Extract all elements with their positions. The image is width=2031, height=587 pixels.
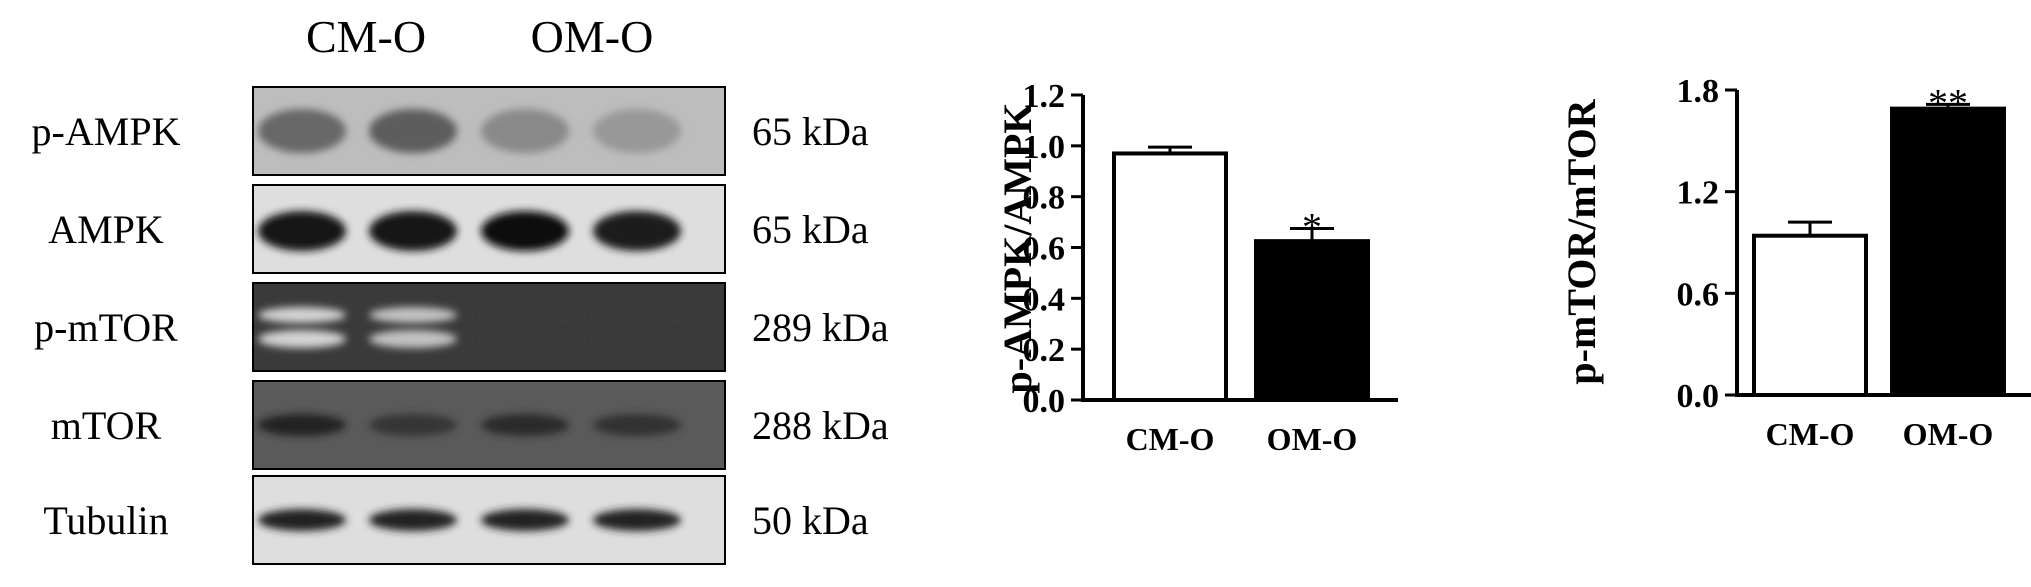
blot-row-p-mtor: p-mTOR 289 kDa (34, 282, 889, 372)
y-tick-label: 0.6 (1023, 231, 1066, 268)
y-axis-label: p-mTOR/mTOR (1559, 98, 1604, 384)
blot-band (369, 307, 457, 323)
blot-row-size: 65 kDa (752, 109, 869, 154)
y-tick-label: 0.6 (1677, 276, 1720, 313)
blot-row-label: AMPK (48, 207, 164, 252)
blot-band (481, 509, 569, 531)
blot-row-tubulin: Tubulin 50 kDa (43, 475, 869, 565)
blot-row-label: p-AMPK (32, 109, 181, 154)
y-tick-label: 1.2 (1023, 78, 1066, 115)
x-tick-label: CM-O (1766, 416, 1855, 452)
blot-band (481, 211, 569, 251)
p-ampk-ampk-bar-chart: CM-O * OM-O 0.0 0.2 0.4 0.6 0.8 1.0 1.2p-AMPK/AMP… (995, 78, 1398, 457)
blot-band (369, 509, 457, 531)
blot-band (258, 414, 346, 436)
blot-row-p-ampk: p-AMPK 65 kDa (32, 86, 869, 176)
blot-row-size: 50 kDa (752, 498, 869, 543)
blot-row-size: 289 kDa (752, 305, 889, 350)
blot-row-label: Tubulin (43, 498, 168, 543)
blot-row-mtor: mTOR 288 kDa (51, 380, 889, 470)
y-tick-label: 1.0 (1023, 129, 1066, 166)
blot-band (369, 414, 457, 436)
blot-band (593, 330, 681, 348)
y-tick-label: 1.2 (1677, 175, 1720, 212)
y-axis-label: p-AMPK/AMPK (995, 102, 1040, 393)
blot-row-label: p-mTOR (34, 305, 178, 350)
y-tick-label: 1.8 (1677, 73, 1720, 110)
blot-band (481, 307, 569, 323)
p-mtor-mtor-bar-chart: CM-O ** OM-O 0.0 0.6 1.2 1.8 p-mTOR/mTOR (1559, 73, 2031, 452)
bar-om-o (1890, 106, 2006, 397)
blot-band (258, 509, 346, 531)
x-tick-label: CM-O (1126, 421, 1215, 457)
blot-band (481, 109, 569, 153)
blot-row-size: 65 kDa (752, 207, 869, 252)
blot-band (369, 211, 457, 251)
blot-band (593, 307, 681, 323)
blot-band (258, 330, 346, 348)
blot-band (481, 414, 569, 436)
blot-band (369, 109, 457, 153)
y-tick-label: 0.4 (1023, 281, 1066, 318)
y-tick-label: 0.0 (1023, 383, 1066, 420)
blot-row-size: 288 kDa (752, 403, 889, 448)
blot-band (593, 109, 681, 153)
blot-band (369, 330, 457, 348)
bar-om-o (1254, 239, 1370, 402)
blot-row-label: mTOR (51, 403, 162, 448)
bar-cm-o (1112, 151, 1228, 402)
y-tick-label: 0.2 (1023, 332, 1066, 369)
blot-band (258, 307, 346, 323)
blot-band (593, 414, 681, 436)
blot-band (258, 211, 346, 251)
bar-cm-o (1752, 233, 1868, 397)
blot-group-label-om-o: OM-O (531, 11, 654, 62)
blot-group-label-cm-o: CM-O (306, 11, 426, 62)
significance-marker: ** (1928, 80, 1968, 125)
western-blot-panel: CM-O OM-O p-AMPK 65 kDa AMPK 65 kDa p-mTOR 28… (32, 11, 889, 565)
y-tick-label: 0.8 (1023, 180, 1066, 217)
x-tick-label: OM-O (1903, 416, 1994, 452)
blot-band (593, 211, 681, 251)
blot-band (593, 509, 681, 531)
blot-band (481, 330, 569, 348)
y-tick-label: 0.0 (1677, 378, 1720, 415)
blot-row-ampk: AMPK 65 kDa (48, 184, 869, 274)
x-tick-label: OM-O (1267, 421, 1358, 457)
blot-membrane (252, 282, 726, 372)
significance-marker: * (1302, 204, 1322, 249)
blot-band (258, 109, 346, 153)
